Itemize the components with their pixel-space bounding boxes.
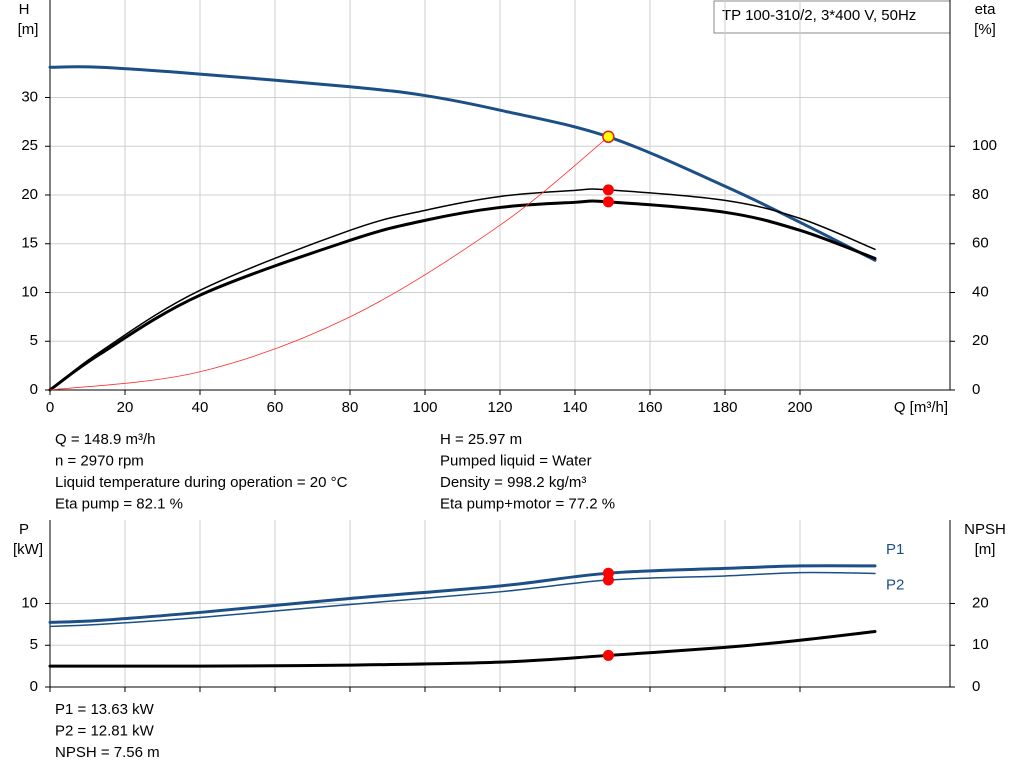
info-text: Eta pump+motor = 77.2 % [440,495,615,512]
y2-axis-label: eta [975,1,997,18]
y-axis-label: H [19,1,30,18]
info-text: NPSH = 7.56 m [55,744,160,761]
y2-tick-label: 20 [972,594,989,611]
operating-point [602,574,614,586]
y2-tick-label: 80 [972,186,989,203]
curve-label: P1 [886,541,904,558]
x-tick-label: 140 [562,399,587,416]
x-tick-label: 0 [46,399,54,416]
y-tick-label: 10 [21,283,38,300]
y-tick-label: 0 [30,381,38,398]
info-text: H = 25.97 m [440,431,522,448]
y-tick-label: 15 [21,235,38,252]
operating-point [602,649,614,661]
info-text: Q = 148.9 m³/h [55,431,155,448]
curve [49,188,876,391]
x-tick-label: 80 [342,399,359,416]
info-text: Pumped liquid = Water [440,452,592,469]
y2-axis-label: NPSH [964,521,1006,538]
info-text: P1 = 13.63 kW [55,701,155,718]
info-text: P2 = 12.81 kW [55,722,155,739]
operating-point [602,184,614,196]
y2-tick-label: 60 [972,235,989,252]
curve [49,571,876,628]
operating-point [602,130,615,144]
legend-box [713,0,951,34]
x-tick-label: 20 [117,399,134,416]
y-tick-label: 30 [21,88,38,105]
x-tick-label: 60 [267,399,284,416]
curve [48,564,877,624]
curve [48,199,877,392]
y-tick-label: 0 [30,678,38,695]
x-tick-label: 180 [712,399,737,416]
y-axis-label: [m] [18,21,39,38]
info-text: Density = 998.2 kg/m³ [440,474,586,491]
curve-label: P2 [886,576,904,593]
y-axis-label: [kW] [13,541,43,558]
y-tick-label: 25 [21,137,38,154]
x-tick-label: 40 [192,399,209,416]
y2-axis-label: [m] [975,541,996,558]
y-tick-label: 5 [30,636,38,653]
y2-tick-label: 20 [972,332,989,349]
x-axis-label: Q [m³/h] [894,399,948,416]
info-text: Eta pump = 82.1 % [55,495,183,512]
y2-tick-label: 100 [972,137,997,154]
x-tick-label: 100 [412,399,437,416]
curve [48,65,877,262]
y-axis-label: P [19,521,29,538]
curve [49,136,609,391]
y2-tick-label: 0 [972,678,980,695]
info-text: Liquid temperature during operation = 20… [55,474,348,491]
curve [48,629,877,668]
x-tick-label: 120 [487,399,512,416]
y-tick-label: 20 [21,186,38,203]
y-tick-label: 5 [30,332,38,349]
y-tick-label: 10 [21,594,38,611]
y2-tick-label: 10 [972,636,989,653]
pump-title: TP 100-310/2, 3*400 V, 50Hz [722,7,916,24]
x-tick-label: 200 [787,399,812,416]
x-tick-label: 160 [637,399,662,416]
y2-axis-label: [%] [974,21,996,38]
operating-point [602,196,614,208]
info-text: n = 2970 rpm [55,452,144,469]
y2-tick-label: 0 [972,381,980,398]
y2-tick-label: 40 [972,283,989,300]
